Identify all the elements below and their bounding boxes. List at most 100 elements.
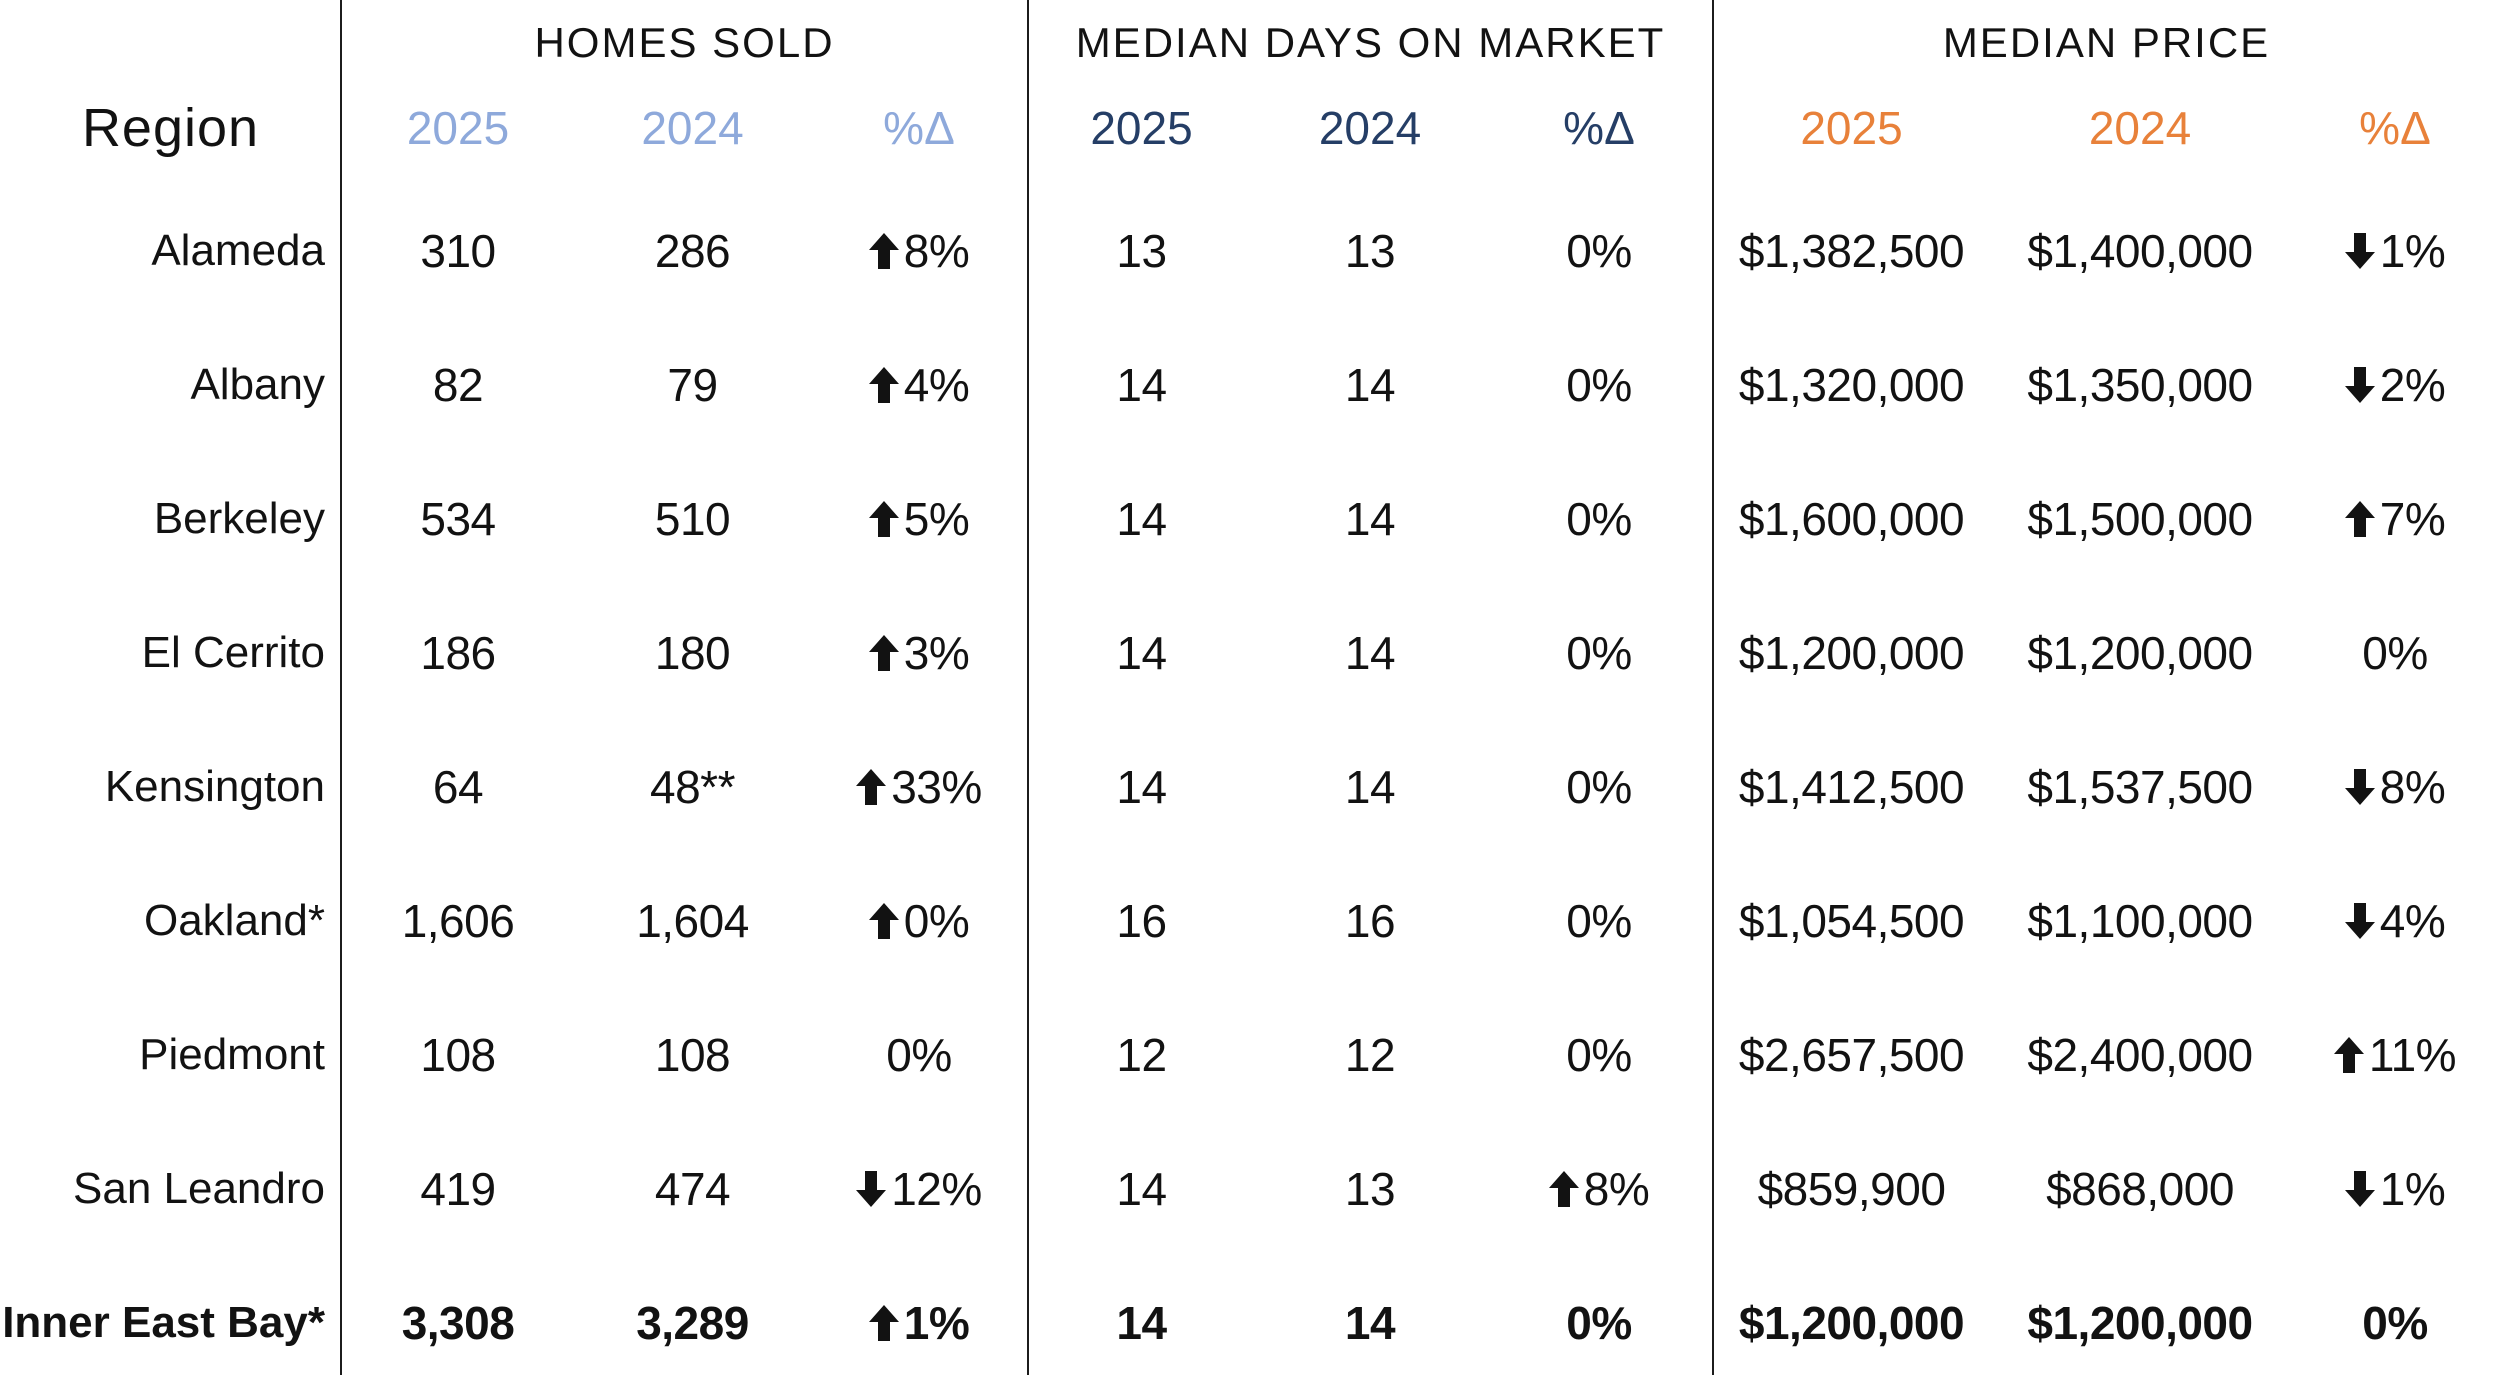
up-arrow-icon <box>868 635 899 671</box>
value-cell: 0% <box>1485 720 1713 854</box>
value-cell: 4% <box>810 318 1028 452</box>
cell-value: 16 <box>1116 895 1167 947</box>
cell-value: 13 <box>1344 1163 1396 1215</box>
median-days-pct-delta-header: %Δ <box>1563 102 1635 154</box>
homes-sold-2025-header: 2025 <box>406 102 510 154</box>
cell-value: $2,400,000 <box>2027 1029 2253 1081</box>
value-cell: 4% <box>2290 854 2500 988</box>
value-cell: 14 <box>1255 1256 1485 1390</box>
cell-value: $1,537,500 <box>2027 761 2253 813</box>
value-cell: 0% <box>2290 1256 2500 1390</box>
cell-value: 0% <box>2362 1297 2428 1349</box>
group-title-median-days-on-market: MEDIAN DAYS ON MARKET <box>1075 19 1666 66</box>
cell-value: 108 <box>420 1029 496 1081</box>
cell-value: $859,900 <box>1757 1163 1946 1215</box>
value-cell: $1,400,000 <box>1990 184 2290 318</box>
value-cell: 14 <box>1028 586 1255 720</box>
value-cell: 0% <box>810 988 1028 1122</box>
value-cell: 3% <box>810 586 1028 720</box>
value-cell: 0% <box>1485 1256 1713 1390</box>
cell-value: $1,100,000 <box>2027 895 2253 947</box>
region-label: Berkeley <box>153 494 325 543</box>
cell-value: $1,200,000 <box>1738 627 1965 679</box>
cell-value: 0% <box>886 1029 952 1081</box>
value-cell: $1,412,500 <box>1713 720 1990 854</box>
up-arrow-icon <box>868 367 899 403</box>
region-label: El Cerrito <box>141 628 325 677</box>
up-arrow-icon <box>868 501 899 537</box>
cell-value: 0% <box>1566 225 1632 277</box>
value-cell: 0% <box>810 854 1028 988</box>
down-arrow-icon <box>2344 903 2375 939</box>
value-cell: 534 <box>341 452 575 586</box>
value-cell: 12% <box>810 1122 1028 1256</box>
cell-value: 0% <box>1566 493 1632 545</box>
value-cell: 310 <box>341 184 575 318</box>
group-title-homes-sold: HOMES SOLD <box>534 19 835 66</box>
value-cell: $1,320,000 <box>1713 318 1990 452</box>
median-days-2024-header: 2024 <box>1318 102 1422 154</box>
value-cell: 0% <box>1485 586 1713 720</box>
value-cell: 14 <box>1028 1256 1255 1390</box>
value-cell: $1,500,000 <box>1990 452 2290 586</box>
value-cell: 108 <box>341 988 575 1122</box>
value-cell: 12 <box>1255 988 1485 1122</box>
cell-value: 16 <box>1344 895 1396 947</box>
cell-value: 14 <box>1116 1297 1167 1349</box>
cell-value: 33% <box>891 761 982 813</box>
cell-value: 286 <box>654 225 731 277</box>
cell-value: 3,289 <box>636 1297 749 1349</box>
value-cell: 1% <box>2290 184 2500 318</box>
cell-value: 1,604 <box>636 895 749 947</box>
value-cell: 7% <box>2290 452 2500 586</box>
cell-value: $1,500,000 <box>2027 493 2253 545</box>
value-cell: $1,054,500 <box>1713 854 1990 988</box>
cell-value: 510 <box>654 493 731 545</box>
value-cell: 11% <box>2290 988 2500 1122</box>
cell-value: 1% <box>903 1297 970 1349</box>
cell-value: 0% <box>1566 895 1632 947</box>
value-cell: 79 <box>575 318 810 452</box>
down-arrow-icon <box>2344 769 2375 805</box>
value-cell: 286 <box>575 184 810 318</box>
value-cell: $859,900 <box>1713 1122 1990 1256</box>
cell-value: $1,400,000 <box>2027 225 2253 277</box>
cell-value: $1,382,500 <box>1738 225 1965 277</box>
median-price-2024-header: 2024 <box>2088 102 2192 154</box>
value-cell: 48** <box>575 720 810 854</box>
cell-value: 8% <box>903 225 970 277</box>
down-arrow-icon <box>2344 233 2375 269</box>
down-arrow-icon <box>856 1171 887 1207</box>
value-cell: 12 <box>1028 988 1255 1122</box>
value-cell: 0% <box>1485 452 1713 586</box>
vertical-divider-median-days <box>1712 0 1714 1375</box>
cell-value: 14 <box>1344 1297 1396 1349</box>
value-cell: $868,000 <box>1990 1122 2290 1256</box>
cell-value: 14 <box>1344 493 1396 545</box>
cell-value: 79 <box>667 359 718 411</box>
cell-value: 82 <box>432 359 484 411</box>
value-cell: 8% <box>2290 720 2500 854</box>
cell-value: 4% <box>903 359 970 411</box>
homes-sold-pct-delta-header: %Δ <box>883 102 955 154</box>
cell-value: 12% <box>891 1163 982 1215</box>
region-label: Alameda <box>151 226 325 275</box>
value-cell: $1,200,000 <box>1713 586 1990 720</box>
value-cell: 13 <box>1028 184 1255 318</box>
cell-value: 186 <box>420 627 496 679</box>
value-cell: $1,382,500 <box>1713 184 1990 318</box>
value-cell: 108 <box>575 988 810 1122</box>
cell-value: 13 <box>1344 225 1396 277</box>
cell-value: 1,606 <box>401 895 515 947</box>
cell-value: 14 <box>1344 761 1396 813</box>
cell-value: 3,308 <box>401 1297 515 1349</box>
cell-value: $1,200,000 <box>2027 1297 2253 1349</box>
cell-value: 14 <box>1116 761 1167 813</box>
region-label: Oakland* <box>143 896 325 945</box>
value-cell: 33% <box>810 720 1028 854</box>
cell-value: 0% <box>1566 627 1632 679</box>
cell-value: 108 <box>654 1029 731 1081</box>
cell-value: 1% <box>2379 225 2446 277</box>
cell-value: 419 <box>420 1163 496 1215</box>
value-cell: 419 <box>341 1122 575 1256</box>
